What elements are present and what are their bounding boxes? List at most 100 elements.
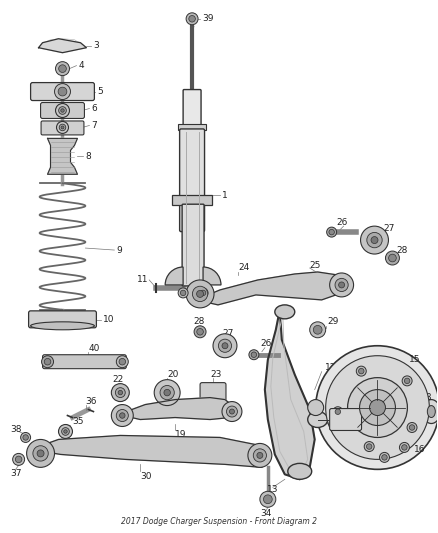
Text: 2017 Dodge Charger Suspension - Front Diagram 2: 2017 Dodge Charger Suspension - Front Di…: [121, 517, 317, 526]
Text: 1: 1: [222, 191, 228, 200]
Text: 13: 13: [267, 485, 278, 494]
Circle shape: [409, 425, 415, 430]
Circle shape: [335, 409, 341, 415]
Ellipse shape: [422, 400, 438, 424]
Circle shape: [178, 288, 188, 298]
Ellipse shape: [275, 305, 295, 319]
Polygon shape: [196, 272, 348, 305]
Text: 19: 19: [175, 430, 187, 439]
Text: 30: 30: [140, 472, 152, 481]
Circle shape: [194, 326, 206, 338]
Polygon shape: [39, 39, 86, 53]
Circle shape: [389, 254, 396, 262]
Text: 23: 23: [210, 370, 221, 379]
Circle shape: [198, 288, 208, 298]
Circle shape: [62, 427, 69, 435]
Text: 35: 35: [72, 417, 84, 426]
Text: 6: 6: [92, 104, 97, 113]
Text: 3: 3: [93, 41, 99, 50]
Circle shape: [119, 358, 126, 365]
Text: 12: 12: [325, 363, 336, 372]
Circle shape: [385, 251, 399, 265]
FancyBboxPatch shape: [180, 129, 205, 232]
Circle shape: [44, 358, 51, 365]
FancyBboxPatch shape: [28, 311, 96, 328]
Circle shape: [371, 237, 378, 244]
Circle shape: [154, 379, 180, 406]
Circle shape: [111, 384, 129, 401]
Circle shape: [186, 13, 198, 25]
FancyBboxPatch shape: [41, 102, 85, 118]
Circle shape: [189, 15, 195, 22]
Circle shape: [59, 107, 66, 115]
Circle shape: [356, 366, 366, 376]
Text: 20: 20: [167, 370, 179, 379]
Circle shape: [21, 432, 31, 442]
Wedge shape: [165, 267, 183, 285]
Circle shape: [180, 290, 186, 296]
Circle shape: [333, 407, 343, 417]
Text: 34: 34: [260, 508, 271, 518]
Circle shape: [330, 273, 353, 297]
Circle shape: [327, 227, 337, 237]
Circle shape: [118, 390, 123, 395]
Circle shape: [257, 453, 263, 458]
Circle shape: [15, 456, 22, 463]
Polygon shape: [118, 398, 235, 419]
Circle shape: [56, 103, 70, 117]
Text: 40: 40: [88, 344, 100, 353]
Circle shape: [360, 226, 389, 254]
Circle shape: [200, 290, 206, 296]
Circle shape: [222, 343, 228, 349]
Circle shape: [61, 126, 64, 129]
FancyBboxPatch shape: [42, 355, 126, 369]
Circle shape: [164, 390, 170, 396]
Circle shape: [23, 435, 28, 440]
Ellipse shape: [308, 411, 328, 427]
Circle shape: [382, 455, 387, 460]
Circle shape: [364, 441, 374, 451]
Circle shape: [249, 350, 259, 360]
Bar: [178, 124, 206, 131]
Circle shape: [197, 290, 204, 297]
FancyBboxPatch shape: [31, 83, 95, 101]
Circle shape: [37, 450, 44, 457]
Text: 25: 25: [310, 261, 321, 270]
Polygon shape: [48, 139, 78, 174]
Circle shape: [197, 328, 203, 335]
Text: 18: 18: [421, 393, 433, 402]
Circle shape: [117, 356, 128, 368]
Circle shape: [402, 445, 407, 450]
Text: 36: 36: [85, 397, 97, 406]
Circle shape: [33, 446, 48, 461]
Text: 5: 5: [97, 87, 103, 96]
Circle shape: [310, 322, 326, 338]
Circle shape: [192, 286, 208, 302]
Text: 9: 9: [117, 246, 122, 255]
Text: 26: 26: [337, 217, 348, 227]
Wedge shape: [203, 267, 221, 285]
Polygon shape: [265, 310, 314, 479]
Circle shape: [59, 65, 66, 72]
FancyBboxPatch shape: [200, 383, 226, 401]
Circle shape: [61, 109, 64, 112]
Circle shape: [111, 405, 133, 426]
Circle shape: [329, 229, 334, 235]
Circle shape: [120, 413, 125, 418]
Circle shape: [219, 339, 232, 352]
Circle shape: [404, 378, 410, 384]
Text: 11: 11: [137, 276, 148, 285]
Text: 28: 28: [193, 317, 205, 326]
Circle shape: [27, 439, 54, 467]
Circle shape: [253, 449, 266, 462]
Text: 4: 4: [78, 61, 84, 70]
Circle shape: [399, 442, 410, 453]
FancyBboxPatch shape: [182, 204, 204, 286]
Text: 17: 17: [348, 410, 359, 419]
Circle shape: [116, 409, 128, 422]
Circle shape: [316, 346, 438, 470]
FancyBboxPatch shape: [330, 409, 361, 431]
Circle shape: [56, 62, 70, 76]
Text: 37: 37: [11, 469, 22, 478]
Circle shape: [359, 368, 364, 374]
